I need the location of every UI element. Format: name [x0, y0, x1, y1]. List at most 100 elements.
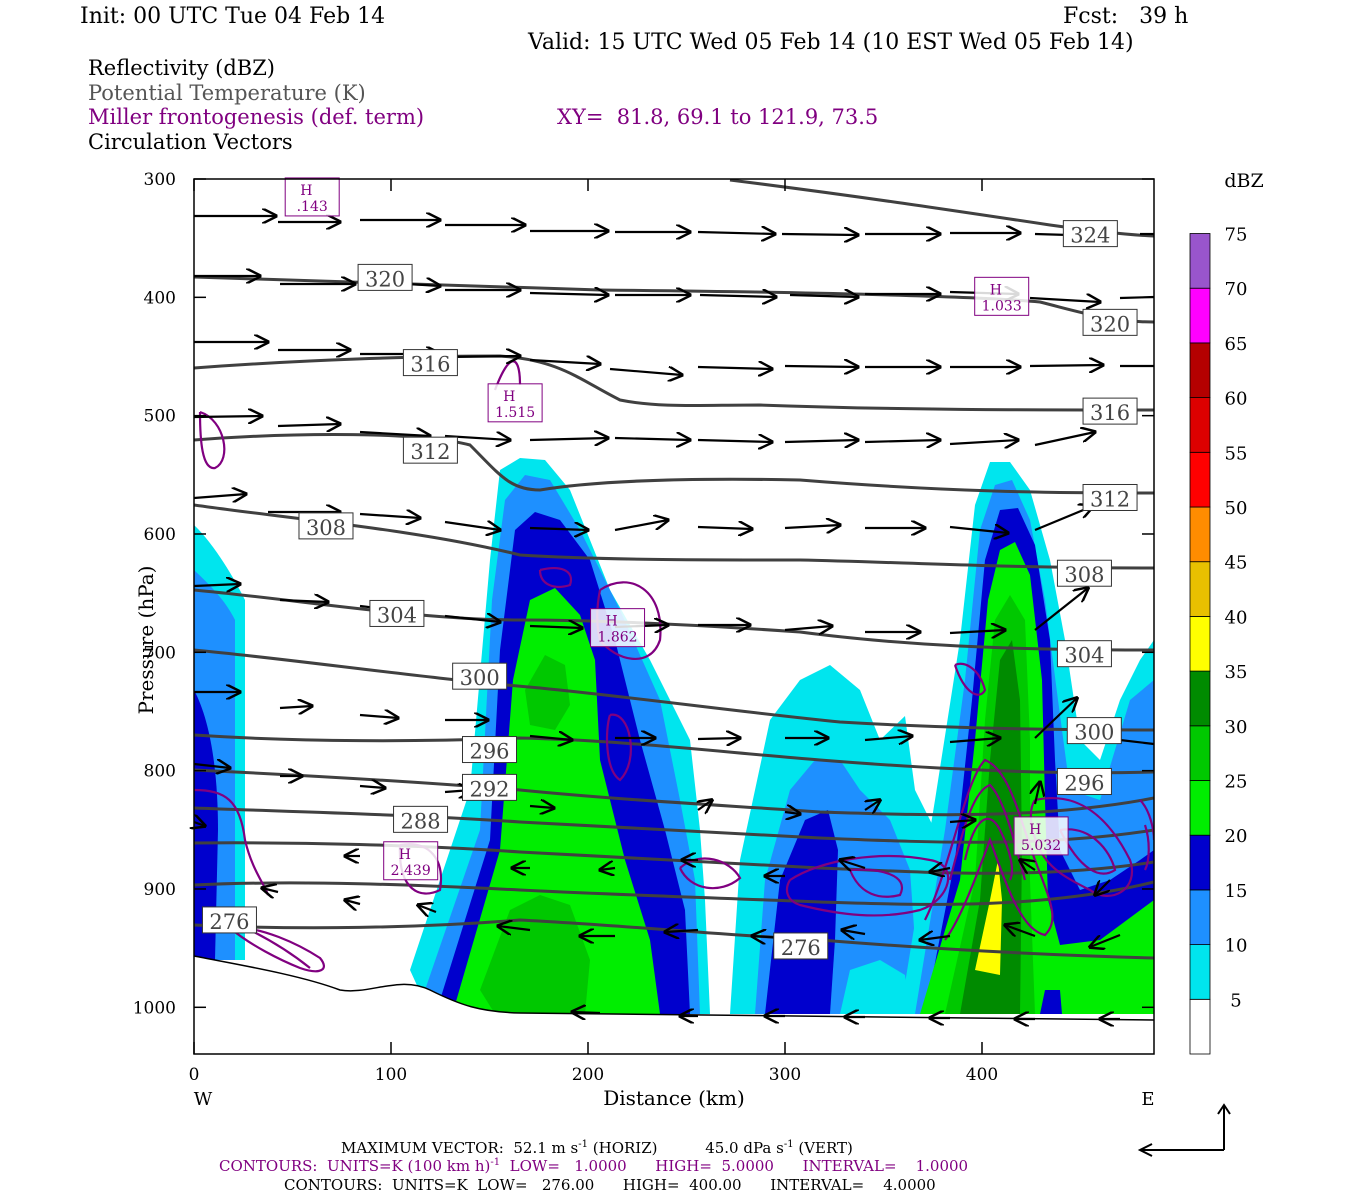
theta-label: 304 [1056, 640, 1112, 668]
theta-label: 320 [1082, 308, 1138, 336]
theta-label-text: 308 [1064, 563, 1104, 587]
theta-label-text: 324 [1070, 224, 1110, 248]
refl-east-15b [1040, 990, 1062, 1014]
theta-label-text: 312 [1090, 487, 1130, 511]
theta-label: 312 [1082, 483, 1138, 511]
theta-label-text: 304 [1064, 644, 1104, 668]
colorbar-level-label: 30 [1225, 717, 1248, 738]
forecast-hour: Fcst: 39 h [1063, 4, 1189, 29]
theta-contour-284 [194, 841, 1154, 875]
colorbar-level-label: 10 [1225, 936, 1248, 957]
fronto-contour-west-top [198, 410, 226, 470]
plot-frame [193, 178, 1155, 1055]
y-tick-label: 300 [144, 170, 176, 190]
theta-label-text: 304 [377, 603, 417, 627]
fronto-max-label: H.143 [284, 177, 340, 217]
refl-east-35 [975, 860, 1002, 975]
fronto-max-h: H [300, 183, 312, 199]
colorbar-level-label: 25 [1225, 772, 1248, 793]
fronto-contour-9 [785, 855, 950, 917]
theta-label-box [201, 906, 257, 934]
valid-time: Valid: 15 UTC Wed 05 Feb 14 (10 EST Wed … [528, 30, 1134, 55]
theta-label-box [773, 932, 829, 960]
theta-label: 300 [1066, 717, 1122, 745]
colorbar-swatch [1189, 616, 1211, 672]
theta-label: 308 [1056, 559, 1112, 587]
x-tick-label: 300 [769, 1065, 801, 1085]
colorbar: 5 10 15 20 25 30 35 40 45 50 55 60 65 70 75 [1189, 225, 1248, 1055]
refl-central-20 [455, 588, 660, 1014]
theta-label-box [452, 662, 508, 690]
theta-label: 276 [201, 906, 257, 934]
theta-label-box [1056, 559, 1112, 587]
fronto-contour-1 [538, 567, 573, 588]
theta-label-box [357, 263, 413, 291]
colorbar-swatch [1189, 889, 1211, 946]
theta-label-text: 312 [410, 440, 450, 464]
theta-label: 320 [357, 263, 413, 291]
fronto-max-box [284, 177, 340, 217]
circulation-vectors [194, 216, 1121, 1019]
theta-label-box [402, 436, 458, 464]
y-tick-label: 600 [144, 525, 176, 545]
fronto-contour-14 [963, 817, 1014, 881]
fronto-max-value: 2.439 [391, 863, 431, 879]
refl-east-30 [960, 640, 1022, 1014]
theta-label-box [462, 736, 517, 764]
colorbar-swatch [1189, 780, 1211, 836]
fronto-contour-info-a: CONTOURS: UNITS=K (100 km h) [219, 1157, 491, 1175]
theta-label: 296 [462, 736, 517, 764]
fronto-contour-12 [924, 758, 1054, 941]
theta-label: 300 [452, 662, 508, 690]
colorbar-level-label: 20 [1225, 826, 1248, 847]
fronto-max-box [1013, 816, 1069, 856]
theta-label-text: 296 [1064, 771, 1104, 795]
colorbar-swatch [1189, 397, 1211, 453]
theta-label: 308 [298, 512, 354, 540]
colorbar-swatch [1189, 561, 1211, 617]
max-vector-horiz-exp: -1 [578, 1139, 588, 1150]
theta-label-text: 288 [401, 809, 441, 833]
fronto-contour-info: CONTOURS: UNITS=K (100 km h)-1 LOW= 1.00… [219, 1157, 968, 1175]
theta-label-box [1056, 640, 1112, 668]
y-axis-label: Pressure (hPa) [134, 566, 158, 715]
theta-label: 316 [1082, 397, 1138, 425]
max-vector-horiz: 52.1 m s [513, 1139, 579, 1157]
x-axis-label: Distance (km) [603, 1086, 745, 1110]
theta-contour-320 [194, 275, 1154, 324]
theta-label: 312 [402, 436, 458, 464]
fronto-max-h: H [1029, 822, 1041, 838]
theta-label-box [298, 512, 354, 540]
fronto-max-label: H5.032 [1013, 816, 1069, 856]
colorbar-level-label: 55 [1225, 443, 1248, 464]
fronto-max-label: H1.515 [487, 383, 543, 423]
y-tick-label: 900 [144, 880, 176, 900]
y-tick-label: 700 [144, 643, 176, 663]
fronto-contour-8 [678, 857, 742, 890]
y-tick-label: 800 [144, 762, 176, 782]
legend-theta: Potential Temperature (K) [88, 81, 366, 105]
theta-label-box [1082, 397, 1138, 425]
fronto-max-box [974, 276, 1030, 316]
theta-label: 296 [1056, 767, 1112, 795]
refl-ec-15 [765, 810, 838, 1014]
colorbar-swatch [1189, 998, 1211, 1055]
theta-label-box [402, 349, 458, 377]
fronto-contour-info-b: LOW= 1.0000 HIGH= 5.0000 INTERVAL= 1.000… [500, 1157, 969, 1175]
legend-vectors: Circulation Vectors [88, 130, 293, 154]
colorbar-level-label: 35 [1225, 662, 1248, 683]
colorbar-swatch [1189, 506, 1211, 563]
theta-contour-288 [194, 806, 1154, 844]
theta-label-box [393, 805, 449, 833]
theta-label-box [1056, 767, 1112, 795]
fronto-max-label: H2.439 [383, 841, 439, 881]
vector-key-vertical-head [1217, 1103, 1231, 1115]
theta-label-text: 308 [306, 516, 346, 540]
fronto-max-value: 1.862 [598, 630, 638, 646]
max-vector-horiz-unit: (HORIZ) [592, 1139, 658, 1157]
y-tick-label: 400 [144, 288, 176, 308]
x-left-label: W [194, 1089, 213, 1110]
theta-label-text: 276 [209, 910, 249, 934]
theta-label-text: 300 [460, 666, 500, 690]
